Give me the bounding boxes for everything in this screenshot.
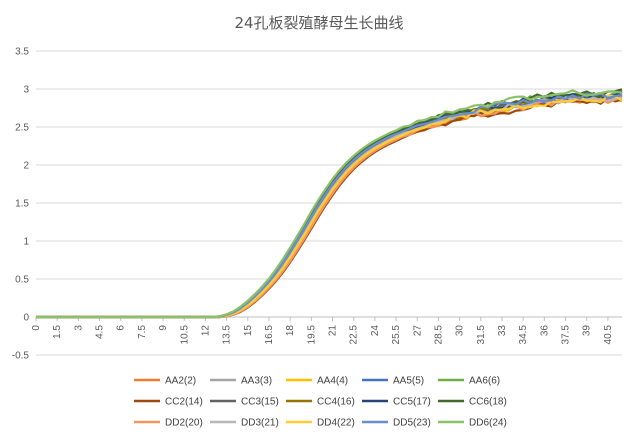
legend-label: CC2(14) — [165, 397, 203, 408]
x-tick-label: 1.5 — [52, 325, 63, 339]
y-tick-label: 0.5 — [15, 275, 29, 286]
legend-item: DD4(22) — [286, 418, 355, 429]
x-tick-label: 39 — [582, 325, 593, 337]
x-tick-label: 0 — [31, 325, 42, 331]
x-axis-tick-labels: 0 1.5 3 4.5 6 7.5 9 10.5 12 13.5 15 16.5 18 19.5 21 22.… — [31, 325, 614, 345]
legend: AA2(2) AA3(3) AA4(4) AA5(5) AA6(6) CC2(14) CC3… — [134, 376, 507, 429]
x-tick-label: 25.5 — [391, 325, 402, 345]
legend-item: AA5(5) — [362, 376, 424, 387]
x-tick-label: 40.5 — [603, 325, 614, 345]
x-tick-label: 28.5 — [433, 325, 444, 345]
legend-item: AA2(2) — [134, 376, 196, 387]
y-tick-label: 2.5 — [15, 123, 29, 134]
legend-label: AA2(2) — [165, 376, 196, 387]
x-tick-label: 6 — [116, 325, 127, 331]
x-tick-label: 27 — [412, 325, 423, 337]
series-lines — [36, 88, 623, 319]
legend-label: DD2(20) — [165, 418, 203, 429]
x-tick-label: 18 — [285, 325, 296, 337]
legend-label: DD6(24) — [469, 418, 507, 429]
legend-item: CC6(18) — [438, 397, 507, 408]
legend-label: CC4(16) — [317, 397, 355, 408]
x-tick-label: 13.5 — [222, 325, 233, 345]
legend-item: CC3(15) — [210, 397, 279, 408]
x-tick-label: 15 — [243, 325, 254, 337]
legend-label: CC3(15) — [241, 397, 279, 408]
x-tick-label: 30 — [455, 325, 466, 337]
legend-item: AA4(4) — [286, 376, 348, 387]
x-tick-label: 4.5 — [95, 325, 106, 339]
x-tick-label: 12 — [200, 325, 211, 337]
x-tick-label: 37.5 — [561, 325, 572, 345]
y-axis-tick-labels: -0.5 0 0.5 1 1.5 2 2.5 3 3.5 — [12, 47, 30, 362]
legend-item: DD3(21) — [210, 418, 279, 429]
legend-label: AA6(6) — [469, 376, 500, 387]
y-tick-label: 3 — [23, 85, 29, 96]
series-line-dd6-24 — [36, 89, 623, 319]
legend-item: CC4(16) — [286, 397, 355, 408]
y-tick-label: 2 — [23, 161, 29, 172]
legend-item: CC2(14) — [134, 397, 203, 408]
legend-label: AA5(5) — [393, 376, 424, 387]
x-tick-label: 19.5 — [306, 325, 317, 345]
legend-label: DD4(22) — [317, 418, 355, 429]
x-tick-label: 36 — [539, 325, 550, 337]
x-tick-label: 3 — [73, 325, 84, 331]
legend-item: DD6(24) — [438, 418, 507, 429]
x-tick-label: 34.5 — [518, 325, 529, 345]
legend-label: CC5(17) — [393, 397, 431, 408]
x-tick-label: 24 — [370, 325, 381, 337]
x-tick-label: 31.5 — [476, 325, 487, 345]
y-tick-label: 3.5 — [15, 47, 29, 58]
x-tick-label: 16.5 — [264, 325, 275, 345]
x-tick-label: 10.5 — [179, 325, 190, 345]
legend-label: AA4(4) — [317, 376, 348, 387]
x-tick-label: 22.5 — [349, 325, 360, 345]
legend-item: AA6(6) — [438, 376, 500, 387]
legend-item: CC5(17) — [362, 397, 431, 408]
x-tick-label: 9 — [158, 325, 169, 331]
legend-label: DD3(21) — [241, 418, 279, 429]
y-tick-label: -0.5 — [12, 351, 30, 362]
y-tick-label: 0 — [23, 313, 29, 324]
legend-item: DD2(20) — [134, 418, 203, 429]
legend-label: DD5(23) — [393, 418, 431, 429]
legend-label: CC6(18) — [469, 397, 507, 408]
y-tick-label: 1.5 — [15, 199, 29, 210]
x-tick-label: 21 — [328, 325, 339, 337]
x-tick-label: 7.5 — [137, 325, 148, 339]
legend-item: AA3(3) — [210, 376, 272, 387]
x-tick-label: 33 — [497, 325, 508, 337]
chart-title: 24孔板裂殖酵母生长曲线 — [234, 14, 403, 32]
legend-label: AA3(3) — [241, 376, 272, 387]
y-tick-label: 1 — [23, 237, 29, 248]
legend-item: DD5(23) — [362, 418, 431, 429]
